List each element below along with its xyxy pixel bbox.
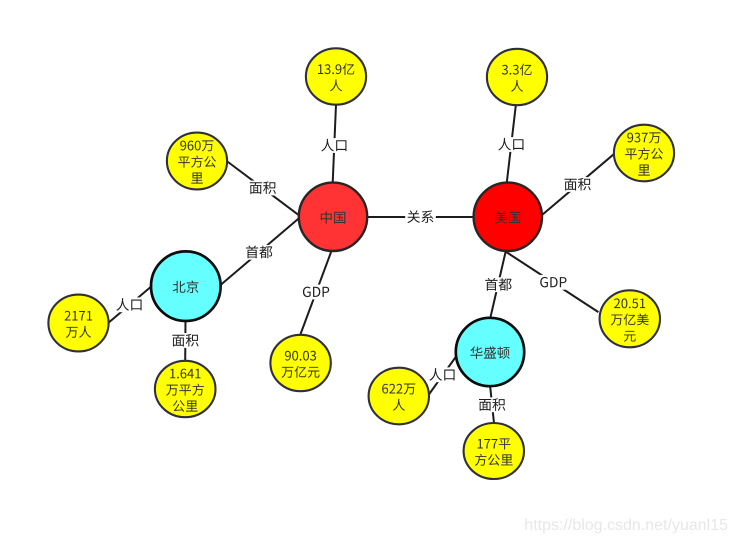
svg-text:https://blog.csdn.net/yuanl15: https://blog.csdn.net/yuanl15 — [524, 517, 728, 534]
